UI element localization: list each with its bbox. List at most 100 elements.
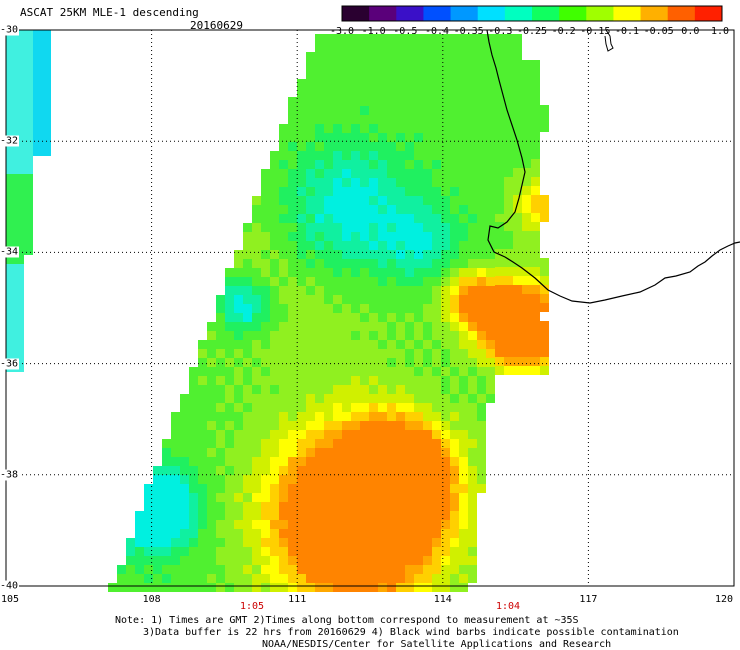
- swath-cell: [369, 358, 378, 367]
- swath-cell: [180, 538, 189, 547]
- swath-cell: [234, 403, 243, 412]
- swath-cell: [360, 43, 369, 52]
- swath-cell: [378, 511, 387, 520]
- swath-cell: [396, 97, 405, 106]
- swath-cell: [351, 331, 360, 340]
- swath-cell: [459, 403, 468, 412]
- swath-cell: [441, 331, 450, 340]
- swath-cell: [270, 583, 279, 592]
- strip-cell: [15, 363, 24, 372]
- swath-cell: [513, 195, 522, 204]
- swath-cell: [432, 277, 441, 286]
- swath-cell: [216, 403, 225, 412]
- swath-cell: [396, 412, 405, 421]
- swath-cell: [504, 79, 513, 88]
- swath-cell: [243, 583, 252, 592]
- swath-cell: [351, 250, 360, 259]
- swath-cell: [369, 106, 378, 115]
- swath-cell: [522, 159, 531, 168]
- swath-cell: [396, 385, 405, 394]
- swath-cell: [234, 529, 243, 538]
- swath-cell: [477, 466, 486, 475]
- strip-cell: [24, 165, 33, 174]
- strip-cell: [6, 57, 15, 66]
- swath-cell: [387, 295, 396, 304]
- swath-cell: [522, 294, 531, 303]
- swath-cell: [369, 259, 378, 268]
- swath-cell: [279, 583, 288, 592]
- swath-cell: [288, 115, 297, 124]
- swath-cell: [225, 304, 234, 313]
- swath-cell: [405, 178, 414, 187]
- swath-cell: [297, 214, 306, 223]
- strip-cell: [15, 300, 24, 309]
- swath-cell: [315, 70, 324, 79]
- swath-cell: [216, 529, 225, 538]
- swath-cell: [225, 403, 234, 412]
- swath-cell: [378, 295, 387, 304]
- swath-cell: [441, 421, 450, 430]
- swath-cell: [450, 223, 459, 232]
- swath-cell: [540, 204, 549, 213]
- strip-cell: [15, 327, 24, 336]
- swath-cell: [378, 340, 387, 349]
- swath-cell: [369, 520, 378, 529]
- swath-cell: [432, 340, 441, 349]
- swath-cell: [360, 88, 369, 97]
- swath-cell: [378, 385, 387, 394]
- swath-cell: [441, 277, 450, 286]
- swath-cell: [297, 430, 306, 439]
- swath-cell: [495, 357, 504, 366]
- swath-cell: [513, 87, 522, 96]
- swath-cell: [450, 340, 459, 349]
- swath-cell: [351, 223, 360, 232]
- plot-frame: [5, 29, 735, 587]
- swath-cell: [207, 412, 216, 421]
- swath-cell: [405, 151, 414, 160]
- swath-cell: [153, 529, 162, 538]
- swath-cell: [252, 205, 261, 214]
- swath-cell: [486, 277, 495, 286]
- swath-cell: [450, 421, 459, 430]
- swath-cell: [270, 187, 279, 196]
- swath-cell: [243, 340, 252, 349]
- swath-cell: [198, 358, 207, 367]
- swath-cell: [333, 52, 342, 61]
- swath-cell: [477, 52, 486, 61]
- swath-cell: [423, 367, 432, 376]
- swath-cell: [270, 439, 279, 448]
- swath-cell: [513, 96, 522, 105]
- swath-cell: [387, 385, 396, 394]
- swath-cell: [459, 241, 468, 250]
- swath-cell: [180, 574, 189, 583]
- swath-cell: [324, 232, 333, 241]
- swath-cell: [234, 331, 243, 340]
- swath-cell: [468, 34, 477, 43]
- swath-cell: [315, 340, 324, 349]
- swath-cell: [342, 97, 351, 106]
- swath-cell: [324, 295, 333, 304]
- swath-cell: [405, 565, 414, 574]
- swath-cell: [342, 187, 351, 196]
- swath-cell: [270, 232, 279, 241]
- swath-cell: [153, 547, 162, 556]
- swath-cell: [432, 403, 441, 412]
- swath-cell: [360, 178, 369, 187]
- swath-cell: [396, 79, 405, 88]
- swath-cell: [369, 196, 378, 205]
- swath-cell: [486, 331, 495, 340]
- strip-cell: [42, 30, 51, 39]
- swath-cell: [396, 349, 405, 358]
- swath-cell: [252, 268, 261, 277]
- swath-cell: [459, 295, 468, 304]
- swath-cell: [504, 303, 513, 312]
- swath-cell: [252, 511, 261, 520]
- swath-cell: [531, 150, 540, 159]
- swath-cell: [414, 277, 423, 286]
- swath-cell: [279, 187, 288, 196]
- swath-cell: [189, 403, 198, 412]
- swath-cell: [243, 457, 252, 466]
- swath-cell: [369, 43, 378, 52]
- swath-cell: [252, 520, 261, 529]
- swath-cell: [225, 268, 234, 277]
